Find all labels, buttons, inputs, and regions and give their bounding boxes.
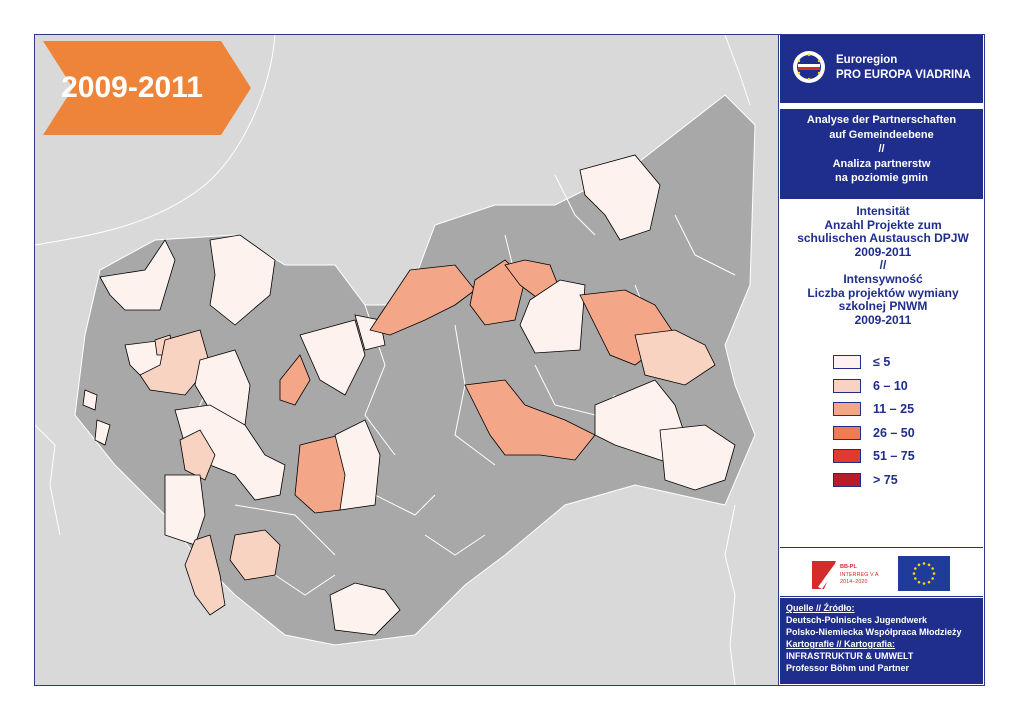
legend-swatch	[833, 378, 861, 393]
national-border	[724, 35, 751, 106]
source-line: Polsko-Niemiecka Współpraca Młodzieży	[786, 627, 962, 637]
municipality-region	[209, 234, 276, 326]
map-title: Analyse der Partnerschaften auf Gemeinde…	[780, 109, 983, 199]
source-credits: Quelle // Źródło: Deutsch-Polnisches Jug…	[780, 598, 983, 684]
legend-label: 26 – 50	[873, 425, 915, 440]
title-line: Analiza partnerstw	[832, 157, 931, 170]
title-line: Analyse der Partnerschaften	[806, 114, 957, 126]
interreg-text: 2014–2020	[840, 579, 868, 585]
title-line: na poziomie gmin	[835, 172, 928, 184]
legend-swatch	[833, 449, 861, 463]
subtitle-line: szkolnej PNWM	[838, 299, 928, 314]
municipality-region	[469, 259, 526, 326]
interreg-text: INTERREG V A	[840, 572, 879, 578]
municipality-region	[99, 239, 176, 311]
map-subtitle: Intensität Anzahl Projekte zum schulisch…	[785, 204, 981, 327]
national-border	[35, 35, 276, 246]
legend-item: ≤ 5	[833, 353, 915, 371]
municipality-region	[139, 329, 211, 396]
map-frame: 2009-2011 Euroregion PRO EUROPA VIADRINA	[34, 34, 985, 686]
eu-star	[914, 577, 917, 580]
legend-item: > 75	[833, 471, 915, 489]
legend-label: 51 – 75	[873, 449, 915, 463]
eu-star	[914, 567, 917, 570]
cartography-line: INFRASTRUKTUR & UMWELT	[786, 651, 914, 661]
eu-star	[912, 572, 916, 575]
municipality-region	[82, 389, 98, 411]
cartography-line: Professor Böhm und Partner	[786, 663, 910, 673]
eu-star	[931, 567, 934, 570]
subtitle-line: Anzahl Projekte zum	[824, 217, 942, 232]
subtitle-line: Liczba projektów wymiany	[807, 285, 959, 300]
eu-star	[917, 580, 921, 584]
eu-star	[932, 572, 936, 575]
municipality-region	[519, 279, 586, 354]
national-border	[724, 504, 736, 685]
map-legend: ≤ 5 6 – 10 11 – 25 26 – 50 51 – 75 > 75	[833, 353, 915, 494]
municipality-region	[579, 154, 661, 241]
badge-arrow-shape	[43, 41, 251, 135]
interreg-text: BB-PL	[840, 564, 857, 570]
municipality-region	[369, 264, 476, 336]
organization-name-line: PRO EUROPA VIADRINA	[836, 69, 971, 81]
eu-star	[927, 580, 931, 584]
funding-logos: BB-PL INTERREG V A 2014–2020	[780, 547, 983, 597]
municipality-region	[184, 534, 226, 616]
legend-label: > 75	[873, 472, 898, 487]
national-border	[35, 424, 61, 536]
organization-header: Euroregion PRO EUROPA VIADRINA	[780, 35, 983, 103]
legend-panel: Euroregion PRO EUROPA VIADRINA Analyse d…	[778, 35, 984, 685]
legend-swatch	[833, 402, 861, 416]
municipality-region	[464, 379, 596, 461]
eu-star	[922, 582, 926, 585]
euroregion-logo-icon	[793, 51, 825, 83]
title-line: auf Gemeindeebene	[829, 128, 934, 141]
eu-star	[931, 577, 934, 580]
choropleth-map	[35, 35, 778, 685]
subtitle-line: //	[879, 258, 887, 273]
period-badge: 2009-2011	[43, 41, 251, 135]
organization-name-line: Euroregion	[836, 54, 898, 66]
municipality-region	[94, 419, 111, 446]
eu-star	[927, 563, 931, 567]
organization-name: Euroregion PRO EUROPA VIADRINA	[836, 53, 971, 83]
legend-swatch	[833, 472, 861, 487]
eu-flag-icon	[898, 556, 950, 591]
municipality-region	[329, 582, 401, 636]
legend-swatch	[833, 355, 861, 369]
municipality-region	[279, 354, 311, 406]
subtitle-line: 2009-2011	[854, 244, 912, 259]
municipality-region	[659, 424, 736, 491]
municipality-region	[634, 329, 716, 386]
legend-swatch	[833, 425, 861, 440]
title-line: //	[878, 143, 885, 155]
eu-star	[922, 562, 926, 565]
source-label: Quelle // Źródło:	[786, 603, 855, 613]
eu-star	[917, 563, 921, 567]
interreg-logo-icon: BB-PL INTERREG V A 2014–2020	[812, 561, 879, 589]
cartography-label: Kartografie // Kartografia:	[786, 639, 896, 649]
legend-item: 26 – 50	[833, 424, 915, 442]
subtitle-line: Intensywność	[843, 271, 923, 286]
municipality-region	[229, 529, 281, 581]
subtitle-line: Intensität	[856, 204, 910, 218]
subtitle-line: schulischen Austausch DPJW	[797, 231, 969, 246]
period-label: 2009-2011	[61, 71, 203, 104]
municipality-region	[164, 474, 206, 546]
legend-label: 11 – 25	[873, 402, 915, 416]
subtitle-line: 2009-2011	[854, 312, 912, 327]
legend-label: ≤ 5	[873, 355, 891, 369]
municipality-region	[179, 429, 216, 481]
legend-item: 6 – 10	[833, 377, 915, 395]
legend-item: 11 – 25	[833, 400, 915, 418]
source-line: Deutsch-Polnisches Jugendwerk	[786, 615, 928, 625]
municipality-region	[299, 319, 366, 396]
legend-label: 6 – 10	[873, 378, 908, 393]
municipality-region	[334, 419, 381, 511]
legend-item: 51 – 75	[833, 447, 915, 465]
